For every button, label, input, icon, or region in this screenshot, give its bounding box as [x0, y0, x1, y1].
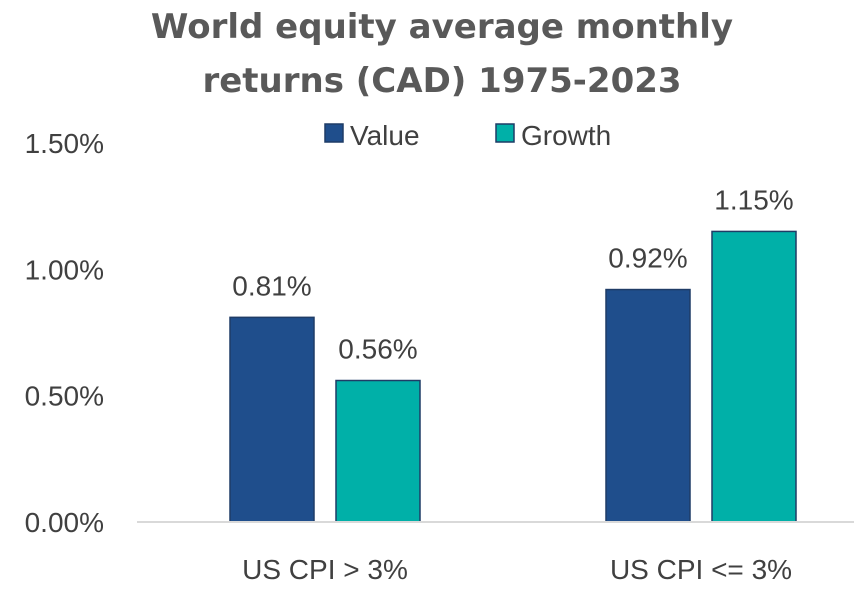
chart-title-line-2: returns (CAD) 1975-2023: [202, 61, 681, 101]
bars: [229, 230, 797, 523]
legend-swatch-value: [324, 123, 344, 143]
x-axis-categories: US CPI > 3% US CPI <= 3%: [242, 554, 792, 585]
y-tick-label: 0.50%: [25, 381, 104, 412]
legend-label-value: Value: [350, 120, 420, 151]
data-label: 0.56%: [338, 334, 417, 365]
bar-growth-1: [711, 230, 797, 523]
legend-label-growth: Growth: [521, 120, 611, 151]
x-category-label: US CPI > 3%: [242, 554, 408, 585]
y-axis-ticks: 0.00% 0.50% 1.00% 1.50%: [25, 128, 104, 538]
y-tick-label: 1.00%: [25, 254, 104, 285]
bar-value-0: [229, 316, 315, 523]
bar-growth-0: [335, 379, 421, 523]
data-label: 0.92%: [608, 243, 687, 274]
data-label: 0.81%: [232, 270, 311, 301]
x-category-label: US CPI <= 3%: [610, 554, 792, 585]
legend-swatch-growth: [495, 123, 515, 143]
chart-title-line-1: World equity average monthly: [151, 7, 733, 47]
bar-value-1: [605, 288, 691, 523]
chart-title: World equity average monthly returns (CA…: [151, 7, 733, 101]
data-label: 1.15%: [714, 184, 793, 215]
y-tick-label: 1.50%: [25, 128, 104, 159]
data-labels: 0.81% 0.56% 0.92% 1.15%: [232, 184, 793, 364]
y-tick-label: 0.00%: [25, 507, 104, 538]
legend: Value Growth: [324, 120, 611, 151]
